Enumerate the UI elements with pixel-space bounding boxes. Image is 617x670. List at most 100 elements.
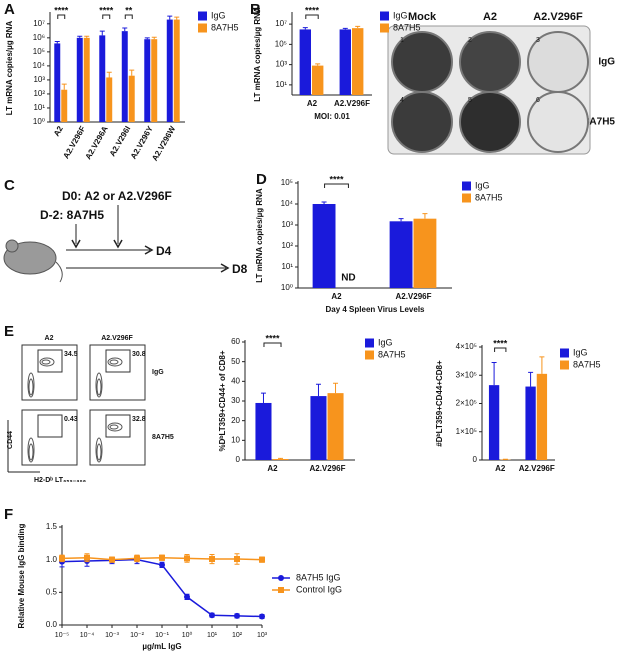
- x-tick-label: 10³: [257, 632, 268, 639]
- x-axis-label: Day 4 Spleen Virus Levels: [325, 305, 425, 314]
- bar: [413, 218, 437, 288]
- error-bar: [398, 218, 404, 222]
- bar: [166, 19, 173, 122]
- legend-swatch: [380, 23, 389, 33]
- flow-contour: [41, 359, 51, 365]
- y-tick-label: 0: [236, 455, 241, 464]
- y-tick-label: 10⁷: [33, 19, 45, 28]
- marker: [159, 561, 165, 568]
- flow-contour: [107, 357, 123, 367]
- x-tick-label: 10⁻⁴: [80, 632, 95, 639]
- y-tick-label: 10¹: [281, 262, 293, 271]
- flow-row-label: IgG: [152, 369, 164, 376]
- y-tick-label: 20: [231, 416, 240, 425]
- x-axis-label: µg/mL IgG: [142, 642, 181, 651]
- y-tick-label: 40: [231, 376, 240, 385]
- y-tick-label: 10⁷: [275, 19, 287, 28]
- bar: [299, 29, 311, 96]
- error-bar: [99, 30, 105, 36]
- x-tick-label: A2.V296A: [84, 124, 110, 161]
- error-bar: [422, 213, 428, 219]
- legend-label: 8A7H5: [378, 349, 406, 359]
- bar: [76, 37, 83, 122]
- panel-label: D: [256, 171, 267, 188]
- bar: [173, 19, 180, 122]
- series-line: [61, 558, 263, 618]
- y-tick-label: 10⁰: [281, 283, 293, 292]
- marker: [159, 554, 165, 561]
- y-axis-label: LT mRNA copies/µg RNA: [5, 21, 14, 116]
- significance-label: ****: [493, 338, 508, 348]
- flow-contour: [95, 437, 103, 463]
- significance-bracket: [102, 14, 111, 19]
- legend-label: Control IgG: [296, 584, 342, 594]
- y-tick-label: 10⁴: [33, 61, 46, 70]
- marker: [234, 556, 240, 563]
- legend-label: 8A7H5: [393, 22, 421, 32]
- x-tick-label: A2: [307, 99, 318, 108]
- x-tick-label: 10⁰: [182, 631, 193, 639]
- flow-contour: [95, 372, 103, 398]
- timeline: D0: A2 or A2.V296F D-2: 8A7H5 D4 D8: [3, 189, 248, 283]
- marker: [84, 554, 90, 561]
- x-axis-label: MOI: 0.01: [314, 112, 350, 121]
- y-tick-label: 30: [231, 396, 240, 405]
- error-bar: [84, 35, 90, 38]
- bar: [128, 75, 135, 122]
- legend-label: 8A7H5: [475, 192, 503, 202]
- flow-gate-value: 32.8: [132, 416, 146, 423]
- y-tick-label: 0: [473, 455, 478, 464]
- legend-swatch: [462, 181, 471, 191]
- y-tick-label: 10³: [281, 220, 293, 229]
- well-number: 2: [468, 37, 472, 44]
- bar: [310, 396, 327, 460]
- significance-bracket: [263, 342, 282, 347]
- error-bar: [315, 383, 321, 397]
- y-axis-label: %DᵇLT359+CD44+ of CD8+: [218, 350, 227, 451]
- flow-contour: [39, 357, 55, 367]
- error-bar: [302, 27, 308, 30]
- error-bar: [61, 83, 67, 90]
- flow-gate-value: 34.5: [64, 351, 78, 358]
- marker: [109, 556, 115, 563]
- x-tick-label: 10⁻¹: [155, 632, 169, 639]
- mouse-tail: [55, 261, 63, 283]
- value-label: ND: [341, 273, 355, 284]
- error-bar: [122, 27, 128, 32]
- panel-label: C: [4, 177, 15, 194]
- bar: [99, 35, 106, 122]
- bar: [536, 373, 548, 460]
- error-bar: [106, 71, 112, 78]
- bar: [83, 37, 90, 122]
- marker: [259, 613, 265, 620]
- arrow-head: [113, 239, 123, 249]
- legend-swatch: [365, 350, 374, 360]
- plate-column-label: A2: [483, 11, 497, 23]
- error-bar: [174, 16, 180, 20]
- bar: [151, 39, 158, 122]
- arrow-head: [71, 239, 81, 249]
- panel-label: A: [4, 1, 15, 18]
- legend-swatch: [198, 23, 207, 33]
- bar: [54, 43, 61, 122]
- significance-label: ****: [99, 5, 114, 15]
- flow-contour: [109, 424, 119, 430]
- marker: [259, 556, 265, 563]
- y-tick-label: 1×10⁵: [456, 427, 477, 436]
- panel-label: B: [250, 1, 261, 18]
- flow-contour: [27, 437, 35, 463]
- bar: [106, 77, 113, 122]
- y-tick-label: 10²: [281, 241, 293, 250]
- legend-label: 8A7H5: [211, 22, 239, 32]
- x-tick-label: 10⁻²: [130, 632, 144, 639]
- y-tick-label: 4×10⁵: [456, 342, 477, 351]
- bar: [312, 204, 336, 288]
- error-bar: [315, 63, 321, 66]
- y-tick-label: 10⁴: [281, 199, 294, 208]
- y-tick-label: 10⁵: [281, 178, 293, 187]
- significance-bracket: [57, 14, 66, 19]
- significance-bracket: [305, 14, 319, 19]
- y-tick-label: 10: [231, 435, 240, 444]
- y-tick-label: 10¹: [275, 80, 287, 89]
- significance-label: **: [125, 5, 133, 15]
